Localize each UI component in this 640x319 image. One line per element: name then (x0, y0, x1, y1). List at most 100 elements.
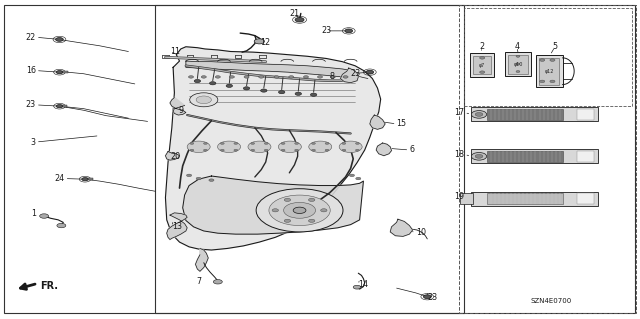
Circle shape (312, 143, 316, 145)
Bar (460, 4, 636, 313)
Circle shape (295, 18, 304, 22)
Circle shape (215, 76, 220, 78)
Circle shape (220, 143, 224, 145)
Circle shape (293, 207, 306, 213)
Circle shape (256, 189, 343, 232)
Circle shape (475, 154, 483, 158)
Polygon shape (182, 176, 364, 234)
Circle shape (188, 76, 193, 78)
Bar (508, 55, 527, 74)
Circle shape (196, 177, 201, 180)
Text: 14: 14 (358, 280, 368, 289)
Circle shape (218, 141, 241, 152)
Text: 23: 23 (321, 26, 332, 35)
Bar (577, 193, 594, 204)
Text: 1: 1 (31, 209, 36, 218)
Text: SZN4E0700: SZN4E0700 (531, 298, 572, 304)
Text: 22: 22 (26, 33, 36, 42)
Circle shape (56, 38, 63, 41)
Circle shape (196, 96, 211, 104)
Bar (536, 55, 563, 87)
Bar (470, 53, 494, 77)
Circle shape (57, 223, 66, 228)
Circle shape (345, 29, 353, 33)
Bar (156, 4, 465, 313)
Circle shape (516, 55, 520, 57)
Circle shape (289, 76, 294, 78)
Circle shape (471, 111, 486, 118)
Circle shape (272, 209, 278, 212)
Circle shape (366, 70, 374, 74)
Circle shape (284, 202, 316, 218)
Circle shape (516, 63, 520, 65)
Bar (505, 52, 531, 76)
Circle shape (269, 195, 330, 226)
Circle shape (260, 89, 267, 92)
Circle shape (342, 143, 346, 145)
Text: 23: 23 (428, 293, 437, 302)
Circle shape (190, 143, 194, 145)
Text: 23: 23 (26, 100, 36, 109)
Circle shape (475, 113, 483, 116)
Text: 23: 23 (351, 69, 361, 78)
Circle shape (187, 141, 210, 152)
Bar (86, 178, 93, 180)
Circle shape (325, 149, 329, 151)
Circle shape (56, 70, 63, 74)
Text: 2: 2 (479, 42, 484, 51)
Text: 3: 3 (31, 137, 36, 146)
Circle shape (342, 149, 346, 151)
Text: 12: 12 (260, 38, 271, 47)
Circle shape (278, 91, 285, 94)
Circle shape (308, 198, 315, 202)
Text: 18: 18 (454, 150, 465, 159)
Bar (473, 56, 491, 74)
Bar (487, 151, 563, 162)
Circle shape (186, 174, 191, 177)
Circle shape (234, 143, 237, 145)
Circle shape (516, 70, 520, 72)
Bar (61, 105, 67, 107)
Bar (577, 109, 594, 120)
Text: 13: 13 (172, 222, 182, 231)
Circle shape (204, 143, 207, 145)
Polygon shape (166, 47, 381, 250)
Bar (577, 151, 594, 162)
Circle shape (550, 59, 555, 61)
Text: 6: 6 (410, 145, 415, 154)
Polygon shape (170, 98, 186, 115)
Text: 8: 8 (330, 72, 335, 81)
Circle shape (82, 178, 88, 181)
Circle shape (234, 149, 237, 151)
Circle shape (295, 92, 301, 95)
Text: 7: 7 (196, 277, 201, 286)
Polygon shape (195, 249, 208, 271)
Circle shape (325, 143, 329, 145)
Circle shape (213, 279, 222, 284)
Text: 9: 9 (178, 106, 183, 115)
Text: 5: 5 (552, 42, 557, 51)
Text: φ10: φ10 (513, 62, 523, 67)
Circle shape (294, 149, 298, 151)
Circle shape (259, 76, 264, 78)
Text: 16: 16 (26, 66, 36, 75)
Circle shape (308, 219, 315, 222)
Circle shape (209, 179, 214, 182)
Polygon shape (370, 115, 385, 129)
Polygon shape (186, 61, 355, 78)
Circle shape (540, 80, 545, 83)
Circle shape (244, 76, 249, 78)
Polygon shape (167, 213, 187, 240)
Circle shape (209, 82, 216, 85)
Text: 19: 19 (454, 192, 465, 202)
Circle shape (251, 149, 255, 151)
Bar (471, 192, 598, 205)
Circle shape (248, 141, 271, 152)
Circle shape (40, 214, 49, 218)
Circle shape (312, 149, 316, 151)
Circle shape (303, 76, 308, 78)
Text: 15: 15 (397, 119, 407, 129)
Circle shape (201, 76, 206, 78)
Circle shape (220, 149, 224, 151)
Circle shape (204, 149, 207, 151)
